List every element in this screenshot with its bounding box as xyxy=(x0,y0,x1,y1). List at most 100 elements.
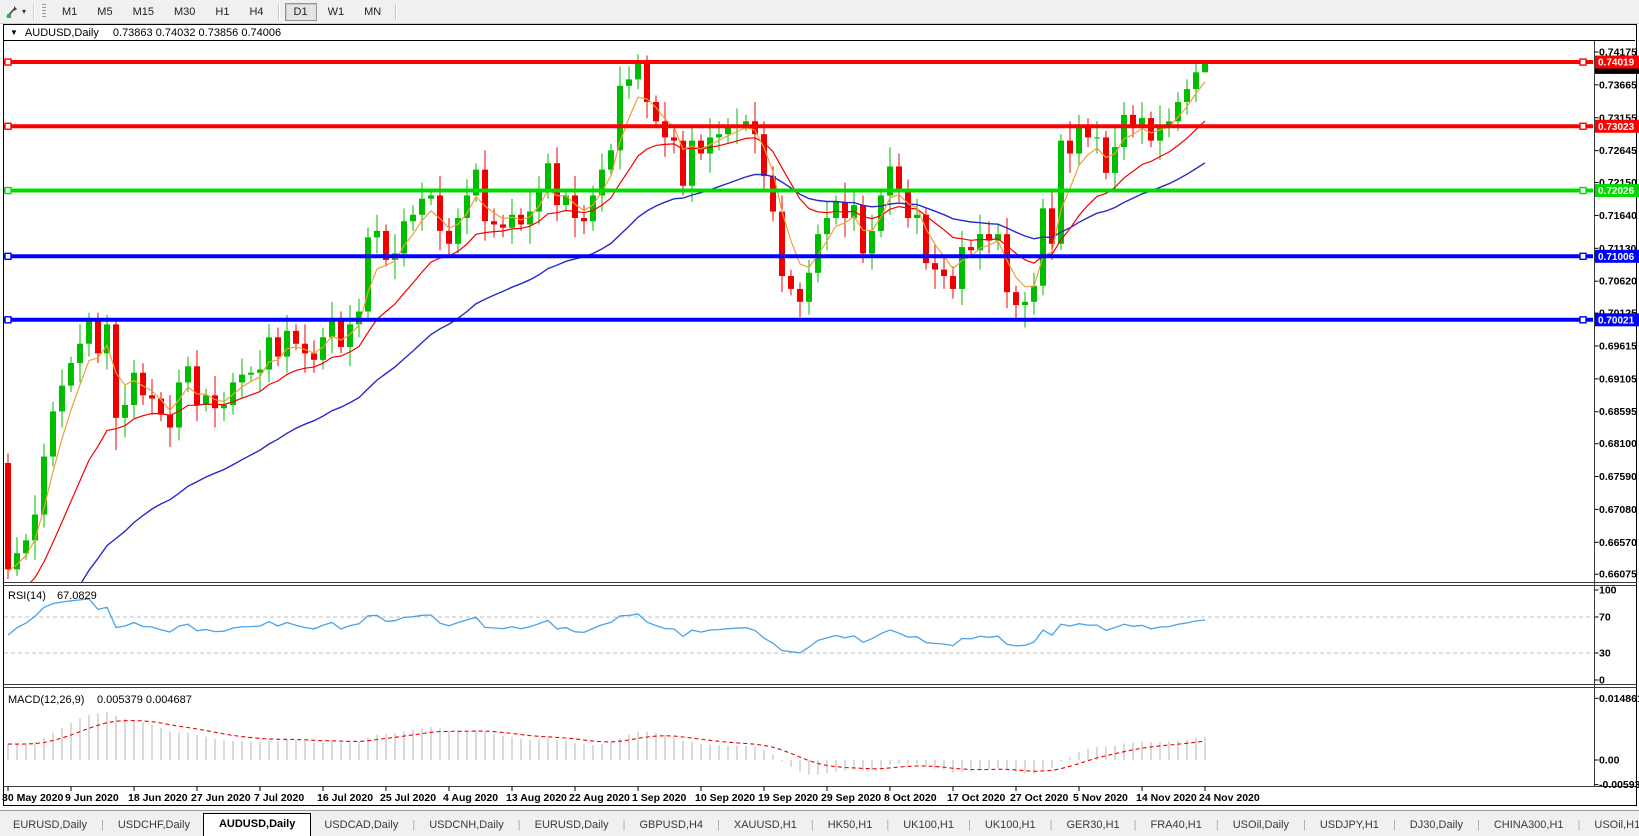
macd-pane xyxy=(8,712,1205,775)
tab-gbpusd-h4-6[interactable]: GBPUSD,H4 xyxy=(626,815,716,836)
hline-0.74019[interactable] xyxy=(4,59,1593,65)
tab-hk50-h1-8[interactable]: HK50,H1 xyxy=(815,815,886,836)
tab-usoil-daily-13[interactable]: USOil,Daily xyxy=(1220,815,1302,836)
candle-body xyxy=(644,63,650,102)
tab-uk100-h1-10[interactable]: UK100,H1 xyxy=(972,815,1049,836)
date-label: 7 Jul 2020 xyxy=(254,792,304,804)
date-label: 18 Jun 2020 xyxy=(128,792,188,804)
candle-body xyxy=(464,195,470,218)
toolbar-group-separator xyxy=(278,4,280,20)
tab-fra40-h1-12[interactable]: FRA40,H1 xyxy=(1138,815,1215,836)
candle-body xyxy=(419,199,425,215)
tool-dropdown-caret-icon[interactable]: ▾ xyxy=(22,7,30,16)
hline-0.73023[interactable] xyxy=(4,123,1593,129)
candle-body xyxy=(32,515,38,541)
hline-0.70021[interactable] xyxy=(4,317,1593,323)
macd-scale-label: 0.014861 xyxy=(1599,693,1639,705)
candle-body xyxy=(959,247,965,289)
hline-handle xyxy=(5,317,11,323)
candle-body xyxy=(248,373,254,375)
rsi-value: 67.0829 xyxy=(57,590,97,602)
candle-body xyxy=(221,405,227,408)
tab-usdjpy-h1-14[interactable]: USDJPY,H1 xyxy=(1307,815,1392,836)
candle-body xyxy=(59,386,65,412)
timeframe-button-M1[interactable]: M1 xyxy=(53,3,86,21)
hline-handle xyxy=(1580,188,1586,194)
candle-body xyxy=(293,331,299,344)
candle-body xyxy=(761,134,767,176)
timeframe-button-W1[interactable]: W1 xyxy=(319,3,354,21)
candle-body xyxy=(869,231,875,254)
candle-body xyxy=(482,170,488,222)
hline-handle xyxy=(5,253,11,259)
tab-uk100-h1-9[interactable]: UK100,H1 xyxy=(890,815,967,836)
timeframe-button-H4[interactable]: H4 xyxy=(240,3,272,21)
tab-china300-h1-16[interactable]: CHINA300,H1 xyxy=(1481,815,1577,836)
date-label: 8 Oct 2020 xyxy=(884,792,937,804)
tab-usdcad-daily-3[interactable]: USDCAD,Daily xyxy=(311,815,411,836)
toolbar-group-separator xyxy=(395,4,397,20)
candle-body xyxy=(500,224,506,227)
candle-body xyxy=(275,337,281,356)
date-label: 4 Aug 2020 xyxy=(443,792,498,804)
tab-eurusd-daily-0[interactable]: EURUSD,Daily xyxy=(0,815,100,836)
candle-body xyxy=(1193,72,1199,89)
candle-body xyxy=(797,289,803,302)
candle-body xyxy=(1040,208,1046,285)
timeframe-button-M5[interactable]: M5 xyxy=(88,3,121,21)
toolbar-grip[interactable] xyxy=(41,4,46,19)
candle-body xyxy=(824,218,830,234)
timeframe-button-H1[interactable]: H1 xyxy=(206,3,238,21)
candle-body xyxy=(131,373,137,405)
candle-body xyxy=(1022,302,1028,305)
candle-body xyxy=(446,231,452,244)
tab-dj30-daily-15[interactable]: DJ30,Daily xyxy=(1397,815,1476,836)
chart-ohlc-readout: 0.73863 0.74032 0.73856 0.74006 xyxy=(113,27,281,39)
hline-handle xyxy=(1580,317,1586,323)
crosshair-tool-glyph xyxy=(5,5,19,19)
price-level-badge-text: 0.72026 xyxy=(1598,186,1635,197)
tab-audusd-daily-2[interactable]: AUDUSD,Daily xyxy=(203,813,311,836)
hline-handle xyxy=(5,59,11,65)
price-tick-label: 0.70620 xyxy=(1599,276,1637,288)
candle-body xyxy=(806,273,812,302)
candle-body xyxy=(5,463,11,569)
candle-body xyxy=(950,276,956,289)
macd-scale-label: -0.005938 xyxy=(1599,779,1639,791)
price-level-badge-text: 0.71006 xyxy=(1598,252,1635,263)
candle-body xyxy=(968,247,974,250)
candle-body xyxy=(1013,292,1019,305)
crosshair-tool-icon[interactable] xyxy=(2,3,22,20)
timeframe-button-D1[interactable]: D1 xyxy=(285,3,317,21)
date-label: 19 Sep 2020 xyxy=(758,792,818,804)
candle-body xyxy=(725,128,731,134)
candles xyxy=(5,54,1208,579)
macd-scale-label: 0.00 xyxy=(1599,755,1620,767)
tab-usdchf-daily-1[interactable]: USDCHF,Daily xyxy=(105,815,203,836)
date-label: 1 Sep 2020 xyxy=(632,792,686,804)
price-tick-label: 0.68100 xyxy=(1599,438,1637,450)
candle-body xyxy=(1202,63,1208,73)
tab-xauusd-h1-7[interactable]: XAUUSD,H1 xyxy=(721,815,810,836)
date-label: 13 Aug 2020 xyxy=(506,792,567,804)
candle-body xyxy=(167,415,173,428)
tab-ger30-h1-11[interactable]: GER30,H1 xyxy=(1053,815,1132,836)
timeframe-button-M15[interactable]: M15 xyxy=(124,3,163,21)
chart-window-border xyxy=(4,25,1637,806)
price-tick-label: 0.67080 xyxy=(1599,504,1637,516)
candle-body xyxy=(212,395,218,408)
timeframe-button-MN[interactable]: MN xyxy=(355,3,390,21)
tab-usdcnh-daily-4[interactable]: USDCNH,Daily xyxy=(416,815,517,836)
candle-body xyxy=(437,195,443,230)
price-level-badge-text: 0.74019 xyxy=(1598,58,1635,69)
chart-menu-icon[interactable]: ▼ xyxy=(10,28,18,37)
timeframe-button-M30[interactable]: M30 xyxy=(165,3,204,21)
candle-body xyxy=(545,163,551,189)
hline-0.71006[interactable] xyxy=(4,253,1593,259)
candle-body xyxy=(581,218,587,221)
rsi-label: RSI(14) xyxy=(8,590,46,602)
tab-eurusd-daily-5[interactable]: EURUSD,Daily xyxy=(522,815,622,836)
tab-usoil-h1-17[interactable]: USOil,H1 xyxy=(1581,815,1639,836)
